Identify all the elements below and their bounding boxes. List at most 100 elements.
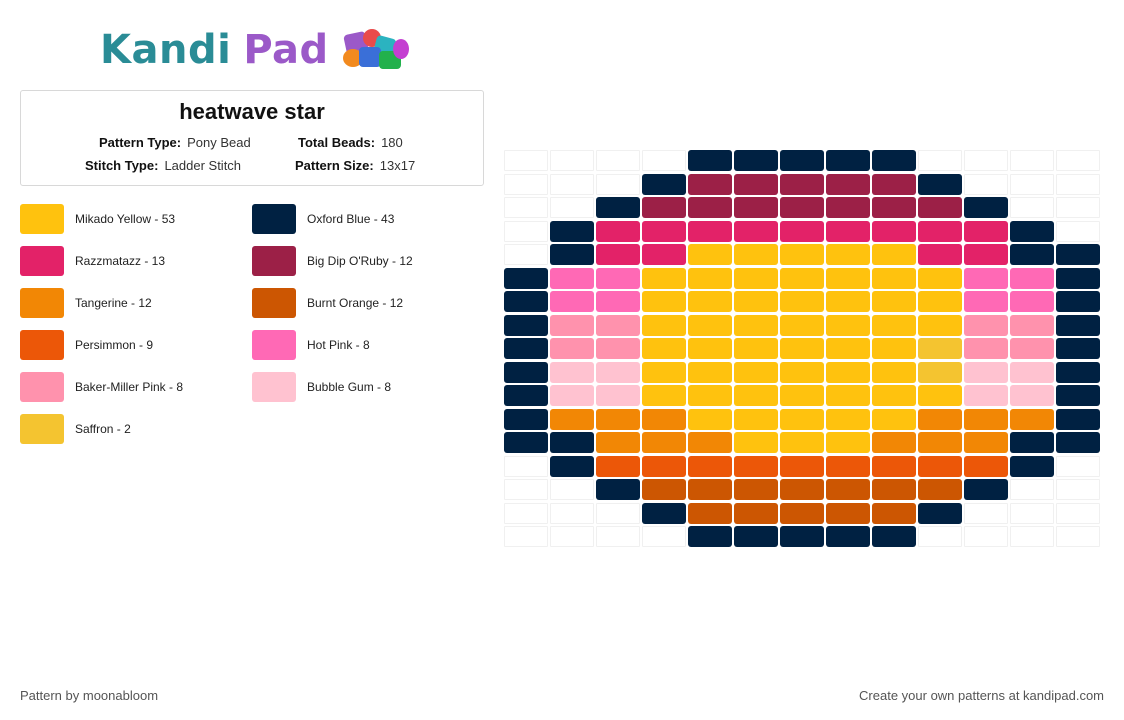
bead-cell (1056, 244, 1100, 265)
bead-cell (688, 408, 732, 430)
bead-cell (1056, 432, 1100, 453)
bead-cell (964, 197, 1008, 218)
bead-cell (780, 479, 824, 500)
bead-cell (688, 502, 732, 524)
empty-cell (550, 526, 594, 547)
empty-cell (504, 479, 548, 500)
bead-cell (918, 408, 962, 430)
bead-cell (642, 479, 686, 500)
bead-cell (780, 432, 824, 453)
empty-cell (1010, 526, 1054, 547)
bead-pattern-grid (504, 150, 1104, 550)
bead-cell (872, 150, 916, 171)
bead-cell (872, 173, 916, 195)
bead-cell (964, 291, 1008, 312)
bead-cell (596, 479, 640, 500)
bead-cell (734, 479, 778, 500)
bead-cell (964, 385, 1008, 406)
bead-cell (734, 173, 778, 195)
bead-cell (826, 150, 870, 171)
empty-cell (964, 526, 1008, 547)
bead-cell (734, 291, 778, 312)
bead-cell (734, 408, 778, 430)
empty-cell (1010, 173, 1054, 195)
bead-cell (780, 408, 824, 430)
bead-cell (734, 244, 778, 265)
bead-cell (872, 455, 916, 477)
bead-cell (1056, 267, 1100, 289)
empty-cell (504, 244, 548, 265)
total-beads: Total Beads: 180 (298, 135, 403, 150)
bead-cell (780, 338, 824, 359)
bead-cell (642, 220, 686, 242)
bead-cell (550, 244, 594, 265)
bead-cell (780, 502, 824, 524)
bead-cell (504, 361, 548, 383)
empty-cell (1010, 502, 1054, 524)
bead-cell (780, 220, 824, 242)
bead-cell (826, 244, 870, 265)
empty-cell (596, 502, 640, 524)
empty-cell (1056, 173, 1100, 195)
bead-cell (550, 361, 594, 383)
kandipad-link[interactable]: Create your own patterns at kandipad.com (859, 688, 1104, 703)
bead-cell (780, 244, 824, 265)
bead-cell (964, 220, 1008, 242)
color-swatch (252, 330, 296, 360)
empty-cell (550, 479, 594, 500)
bead-cell (1010, 455, 1054, 477)
legend-item: Burnt Orange - 12 (252, 287, 403, 319)
color-swatch (252, 246, 296, 276)
bead-cell (918, 361, 962, 383)
bead-cell (596, 338, 640, 359)
legend-item: Razzmatazz - 13 (20, 245, 165, 277)
empty-cell (918, 150, 962, 171)
bead-cell (918, 502, 962, 524)
legend-item: Saffron - 2 (20, 413, 131, 445)
bead-cell (872, 479, 916, 500)
bead-cell (918, 479, 962, 500)
bead-cell (872, 338, 916, 359)
empty-cell (504, 526, 548, 547)
legend-item: Mikado Yellow - 53 (20, 203, 175, 235)
bead-cell (550, 455, 594, 477)
legend-item: Oxford Blue - 43 (252, 203, 394, 235)
bead-cell (826, 479, 870, 500)
pattern-author: Pattern by moonabloom (20, 688, 159, 703)
bead-cell (734, 220, 778, 242)
bead-cell (504, 432, 548, 453)
empty-cell (596, 526, 640, 547)
bead-cell (596, 361, 640, 383)
bead-cell (780, 150, 824, 171)
bead-cell (688, 455, 732, 477)
bead-cell (596, 455, 640, 477)
bead-cell (780, 526, 824, 547)
bead-cell (872, 502, 916, 524)
empty-cell (1010, 479, 1054, 500)
pattern-info-card: heatwave star Pattern Type: Pony Bead Tot… (20, 90, 484, 186)
bead-cell (918, 432, 962, 453)
bead-cell (688, 291, 732, 312)
bead-cell (964, 314, 1008, 336)
bead-cell (596, 267, 640, 289)
empty-cell (918, 526, 962, 547)
bead-cell (642, 338, 686, 359)
bead-cell (872, 291, 916, 312)
bead-cell (918, 385, 962, 406)
bead-cell (1010, 385, 1054, 406)
empty-cell (550, 197, 594, 218)
bead-cell (1056, 361, 1100, 383)
logo-pad-text: Pad (243, 27, 329, 73)
color-swatch (20, 330, 64, 360)
empty-cell (504, 173, 548, 195)
bead-cell (918, 338, 962, 359)
bead-cell (826, 455, 870, 477)
color-swatch (20, 246, 64, 276)
bead-cell (734, 361, 778, 383)
bead-cell (826, 526, 870, 547)
empty-cell (642, 526, 686, 547)
empty-cell (1010, 150, 1054, 171)
bead-cell (734, 432, 778, 453)
empty-cell (1056, 479, 1100, 500)
bead-cell (734, 197, 778, 218)
